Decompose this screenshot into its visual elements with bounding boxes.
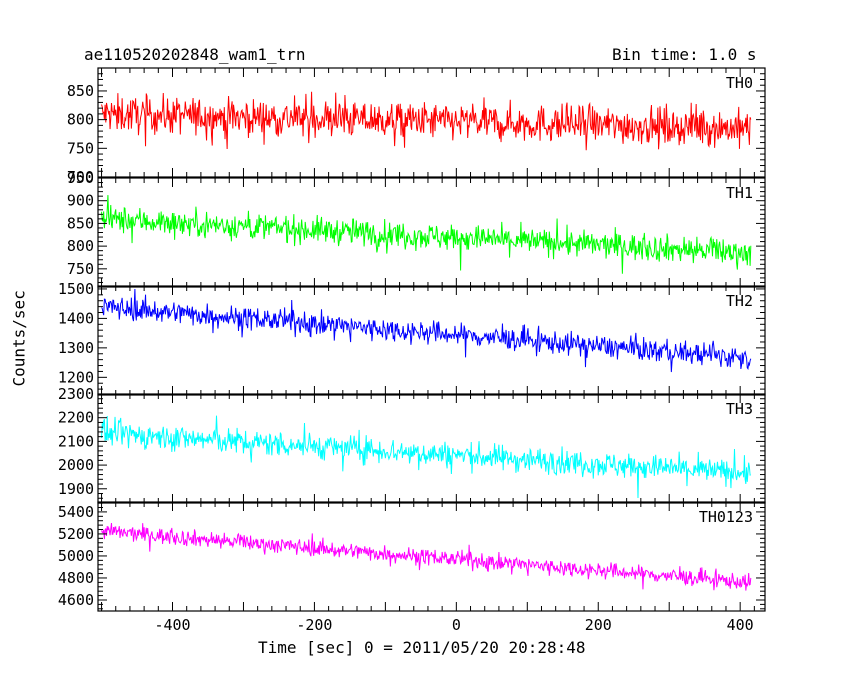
x-tick-label: -200 bbox=[296, 616, 332, 634]
y-tick-label: 2300 bbox=[58, 385, 94, 403]
y-tick-label: 800 bbox=[67, 237, 94, 255]
series-line-th0123 bbox=[101, 523, 752, 591]
series-line-th2 bbox=[101, 289, 752, 373]
y-tick-label: 1300 bbox=[58, 339, 94, 357]
panel-label-th0123: TH0123 bbox=[699, 508, 753, 526]
y-tick-label: 750 bbox=[67, 139, 94, 157]
x-axis-label: Time [sec] 0 = 2011/05/20 20:28:48 bbox=[258, 638, 586, 657]
x-tick-label: -400 bbox=[154, 616, 190, 634]
y-tick-label: 1500 bbox=[58, 280, 94, 298]
y-tick-label: 1400 bbox=[58, 309, 94, 327]
y-tick-label: 850 bbox=[67, 214, 94, 232]
panel-frame-th0 bbox=[97, 67, 766, 178]
y-axis-label: Counts/sec bbox=[9, 290, 29, 387]
series-line-th0 bbox=[101, 91, 752, 151]
panel-frame-th0123 bbox=[97, 501, 766, 612]
series-line-th1 bbox=[101, 195, 752, 274]
y-tick-label: 800 bbox=[67, 111, 94, 129]
y-tick-label: 900 bbox=[67, 192, 94, 210]
x-tick-label: 0 bbox=[452, 616, 461, 634]
y-tick-label: 950 bbox=[67, 169, 94, 187]
y-tick-label: 850 bbox=[67, 82, 94, 100]
y-tick-label: 2000 bbox=[58, 456, 94, 474]
panel-label-th3: TH3 bbox=[726, 400, 753, 418]
panel-label-th2: TH2 bbox=[726, 292, 753, 310]
y-tick-label: 5400 bbox=[58, 503, 94, 521]
panel-label-th1: TH1 bbox=[726, 184, 753, 202]
bin-time-label: Bin time: 1.0 s bbox=[612, 45, 757, 64]
y-tick-label: 4800 bbox=[58, 569, 94, 587]
y-tick-label: 5200 bbox=[58, 525, 94, 543]
x-tick-label: 200 bbox=[585, 616, 612, 634]
series-line-th3 bbox=[101, 415, 751, 498]
panel-frame-th3 bbox=[97, 393, 766, 504]
y-tick-label: 1900 bbox=[58, 480, 94, 498]
y-tick-label: 750 bbox=[67, 260, 94, 278]
y-tick-label: 1200 bbox=[58, 368, 94, 386]
panel-frame-th2 bbox=[97, 285, 766, 396]
chart-title: ae110520202848_wam1_trn bbox=[84, 45, 306, 64]
y-tick-label: 2100 bbox=[58, 432, 94, 450]
y-tick-label: 5000 bbox=[58, 547, 94, 565]
panel-label-th0: TH0 bbox=[726, 74, 753, 92]
y-tick-label: 4600 bbox=[58, 591, 94, 609]
y-tick-label: 700 bbox=[67, 168, 94, 186]
y-tick-label: 2200 bbox=[58, 409, 94, 427]
x-tick-label: 400 bbox=[727, 616, 754, 634]
